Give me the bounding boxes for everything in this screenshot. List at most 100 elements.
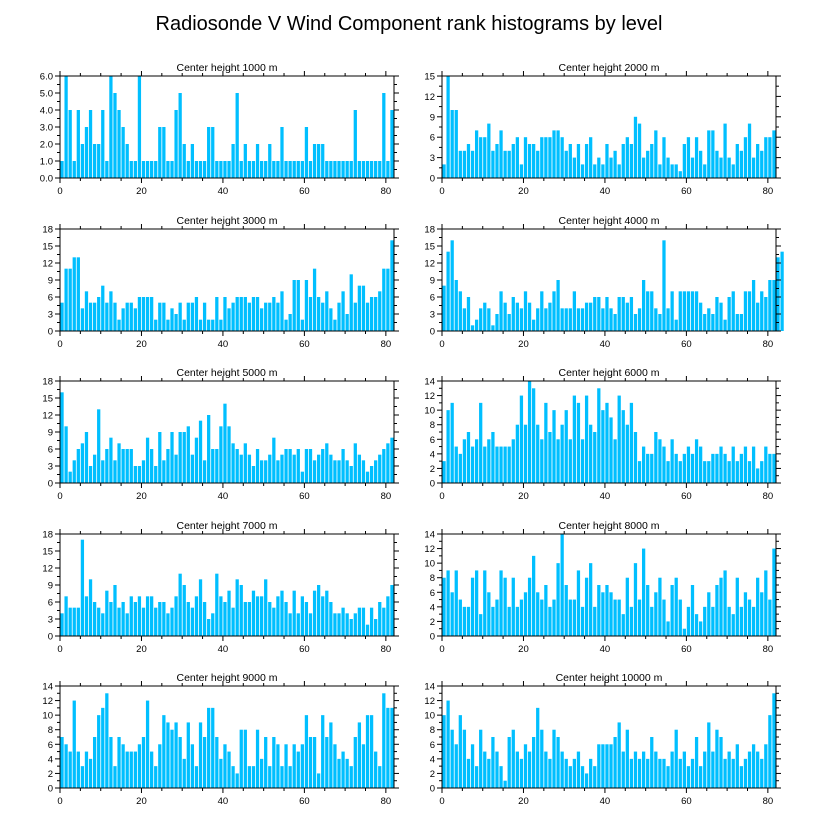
bar [292, 280, 296, 331]
bar [308, 737, 313, 788]
y-tick-label: 18 [424, 225, 435, 236]
bar [76, 110, 80, 178]
y-tick-label: 3 [48, 462, 53, 473]
bar [613, 737, 617, 788]
y-tick-label: 12 [42, 259, 53, 270]
x-tick-label: 20 [518, 644, 529, 655]
y-tick-label: 15 [42, 242, 53, 253]
bar [207, 415, 211, 483]
bar [470, 150, 475, 178]
bar [564, 585, 568, 636]
bar [674, 164, 678, 178]
bar [337, 302, 341, 331]
bar [637, 599, 642, 636]
bar [499, 570, 503, 636]
bar [483, 302, 487, 331]
bar [564, 150, 568, 178]
bar [194, 161, 199, 178]
x-tick-label: 80 [763, 186, 774, 197]
bar [772, 548, 776, 636]
bar [308, 613, 313, 636]
bar [442, 715, 446, 788]
bar [662, 240, 666, 331]
bar [72, 607, 76, 636]
bar [768, 280, 772, 331]
bar [527, 144, 532, 178]
bar [446, 700, 450, 788]
bar [641, 548, 646, 636]
panel-2: Center height 2000 m 0 20 40 60 80 0 3 6 9 12 15 [424, 62, 781, 197]
bar [325, 161, 329, 178]
bar [450, 402, 454, 483]
bar [158, 602, 162, 636]
bar [64, 744, 68, 788]
y-tick-label: 15 [424, 72, 435, 83]
bar [609, 744, 613, 788]
bar [617, 599, 621, 636]
bar [374, 460, 378, 483]
bar [349, 466, 353, 483]
bar [72, 460, 76, 483]
bar [723, 570, 727, 636]
bar [109, 291, 113, 331]
bar [495, 314, 499, 331]
bar [247, 766, 252, 788]
bar [576, 570, 581, 636]
bar [686, 446, 691, 483]
x-tick-label: 60 [681, 186, 692, 197]
bar [129, 449, 133, 483]
bar [223, 602, 227, 636]
bar [178, 302, 182, 331]
bar [329, 454, 333, 483]
y-tick-label: 10 [424, 711, 435, 722]
bar [637, 123, 642, 178]
bar [474, 130, 479, 178]
bar [345, 613, 349, 636]
bar [560, 534, 564, 636]
bar [337, 161, 341, 178]
bar [202, 737, 207, 788]
bar [466, 297, 471, 331]
bar [723, 319, 727, 331]
y-tick-label: 1.0 [40, 157, 53, 168]
bar [699, 766, 703, 788]
bar [382, 268, 386, 331]
bar [503, 577, 507, 636]
bar [617, 395, 621, 483]
bar [174, 454, 178, 483]
y-tick-label: 10 [424, 406, 435, 417]
bar [454, 446, 458, 483]
bar [621, 297, 625, 331]
bar [190, 144, 195, 178]
bar [304, 280, 309, 331]
bar [145, 437, 150, 483]
bar [321, 596, 325, 636]
bar [536, 707, 540, 788]
bar [251, 466, 256, 483]
bar [272, 437, 276, 483]
bar [556, 130, 560, 178]
bar [190, 607, 195, 636]
bar [711, 314, 715, 331]
bar [487, 123, 491, 178]
bar [378, 766, 382, 788]
panel-6: Center height 6000 m 0 20 40 60 80 0 2 4 6 8 10 12 14 [424, 367, 781, 502]
bar [503, 302, 507, 331]
bar [72, 700, 76, 788]
bar [92, 302, 97, 331]
bar [215, 161, 219, 178]
bar [731, 446, 735, 483]
bar [495, 446, 499, 483]
x-tick-label: 40 [600, 491, 611, 502]
bar [511, 297, 515, 331]
bar [264, 460, 268, 483]
bar [536, 424, 540, 483]
bar [715, 453, 719, 483]
bar [158, 127, 162, 178]
bar [182, 758, 186, 788]
x-tick-label: 40 [218, 186, 229, 197]
bar [369, 715, 374, 788]
bar [312, 144, 317, 178]
bar [609, 417, 613, 483]
bar [186, 302, 190, 331]
